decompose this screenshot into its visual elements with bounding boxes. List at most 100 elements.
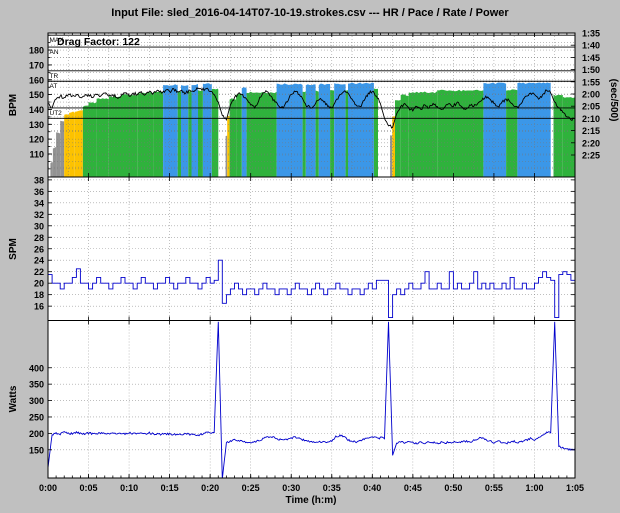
time-axis-title: Time (h:m) [286, 495, 337, 506]
hr-zone-label-bg [48, 48, 60, 56]
pace-area-segment [153, 91, 164, 177]
spm-tick-label: 26 [34, 244, 44, 254]
hr-zone-label-bg [48, 82, 60, 90]
power-line [48, 321, 575, 478]
bpm-tick-label: 160 [29, 75, 44, 85]
spm-tick-label: 22 [34, 267, 44, 277]
hr-zone-label: UT2 [50, 110, 63, 117]
pace-area-segment [334, 83, 346, 177]
pace-area-segment [318, 83, 331, 177]
time-tick-label: 0:05 [80, 483, 98, 493]
spm-tick-label: 24 [34, 256, 44, 266]
watts-tick-label: 250 [29, 412, 44, 422]
pace-area-segment [202, 83, 212, 177]
watts-tick-label: 350 [29, 380, 44, 390]
pace-area-segment [437, 89, 484, 177]
pace-area-segment [330, 89, 335, 177]
pace-area-segment [483, 82, 507, 177]
pace-area-segment [50, 161, 53, 177]
plot-border-2 [47, 320, 576, 479]
hr-zone-label: AT [50, 83, 58, 90]
watts-axis-title: Watts [8, 385, 19, 412]
bpm-tick-label: 140 [29, 105, 44, 115]
bpm-tick-label: 180 [29, 46, 44, 56]
pace-tick-label: 2:10 [582, 114, 600, 124]
pace-area-segment [236, 93, 242, 177]
pace-area-segment [225, 135, 228, 177]
spm-tick-label: 32 [34, 210, 44, 220]
spm-tick-label: 36 [34, 187, 44, 197]
figure-title: Input File: sled_2016-04-14T07-10-19.str… [111, 7, 509, 19]
pace-area-segment [188, 91, 192, 177]
pace-tick-label: 1:45 [582, 53, 600, 63]
bpm-tick-label: 150 [29, 90, 44, 100]
hr-zone-label: TR [50, 73, 59, 80]
spm-tick-label: 34 [34, 198, 44, 208]
time-tick-label: 0:00 [39, 483, 57, 493]
hr-line [48, 87, 575, 129]
bpm-tick-label: 130 [29, 120, 44, 130]
pace-tick-label: 2:05 [582, 102, 600, 112]
pace-axis-title: (sec/500) [608, 79, 619, 122]
pace-area-segment [315, 90, 319, 177]
generated-plots: MAX AN TR AT UT2 180 170 160 150 140 130 120 110 1:35… [29, 29, 600, 494]
pace-area-segment [74, 110, 83, 177]
bpm-tick-label: 110 [29, 149, 44, 159]
pace-area-segment [408, 91, 438, 177]
axes: 180 170 160 150 140 130 120 110 1:35 1:40 1:45 1:50… [29, 29, 600, 494]
watts-tick-label: 150 [29, 445, 44, 455]
pace-area-segment [390, 135, 393, 177]
time-tick-label: 0:40 [363, 483, 381, 493]
pace-area-segment [562, 96, 575, 177]
pace-area-segment [302, 91, 306, 177]
pace-area-segment [400, 94, 409, 177]
bpm-tick-label: 170 [29, 60, 44, 70]
bpm-tick-label: 120 [29, 135, 44, 145]
hr-zone-label-bg [48, 36, 65, 44]
spm-tick-label: 16 [34, 302, 44, 312]
stroke-rate-plot [48, 177, 575, 321]
pace-tick-label: 2:00 [582, 90, 600, 100]
power-plot [48, 320, 575, 478]
pace-area-segment [246, 91, 277, 177]
pace-tick-label: 2:20 [582, 138, 600, 148]
spm-tick-label: 30 [34, 221, 44, 231]
pace-area-segment [506, 89, 518, 177]
time-tick-label: 0:55 [485, 483, 503, 493]
pace-area-segment [181, 85, 189, 177]
time-tick-label: 0:35 [323, 483, 341, 493]
pace-area-segment [96, 98, 109, 177]
time-tick-label: 0:20 [201, 483, 219, 493]
pace-tick-label: 2:25 [582, 151, 600, 161]
pace-area-segment [373, 87, 378, 177]
time-tick-label: 1:05 [566, 483, 584, 493]
plot-background-2 [48, 320, 575, 478]
pace-area-segment [517, 82, 551, 177]
time-tick-label: 0:50 [444, 483, 462, 493]
time-tick-label: 0:15 [161, 483, 179, 493]
watts-tick-label: 200 [29, 429, 44, 439]
time-tick-label: 0:10 [120, 483, 138, 493]
pace-tick-label: 1:50 [582, 65, 600, 75]
stroke-rate-line [48, 259, 575, 319]
pace-area-segment [82, 105, 89, 177]
pace-area-segment [137, 92, 154, 177]
pace-area-segment [64, 114, 70, 177]
pace-area-segment [60, 120, 65, 177]
hr-zone-label-bg [48, 71, 60, 79]
spm-axis-title: SPM [8, 238, 19, 260]
drag-factor-annotation: Drag Factor: 122 [57, 36, 140, 48]
pace-area-segment [305, 84, 316, 177]
time-tick-label: 0:30 [282, 483, 300, 493]
hr-zone-label: MAX [50, 37, 65, 44]
pace-area-segment [276, 83, 303, 177]
pace-area-segment [345, 90, 348, 177]
pace-area-segment [229, 98, 237, 177]
pace-tick-label: 2:15 [582, 126, 600, 136]
hr-pace-plot: MAX AN TR AT UT2 [48, 33, 575, 177]
pace-tick-label: 1:35 [582, 29, 600, 39]
spm-tick-label: 28 [34, 233, 44, 243]
pace-area-segment [177, 90, 181, 177]
